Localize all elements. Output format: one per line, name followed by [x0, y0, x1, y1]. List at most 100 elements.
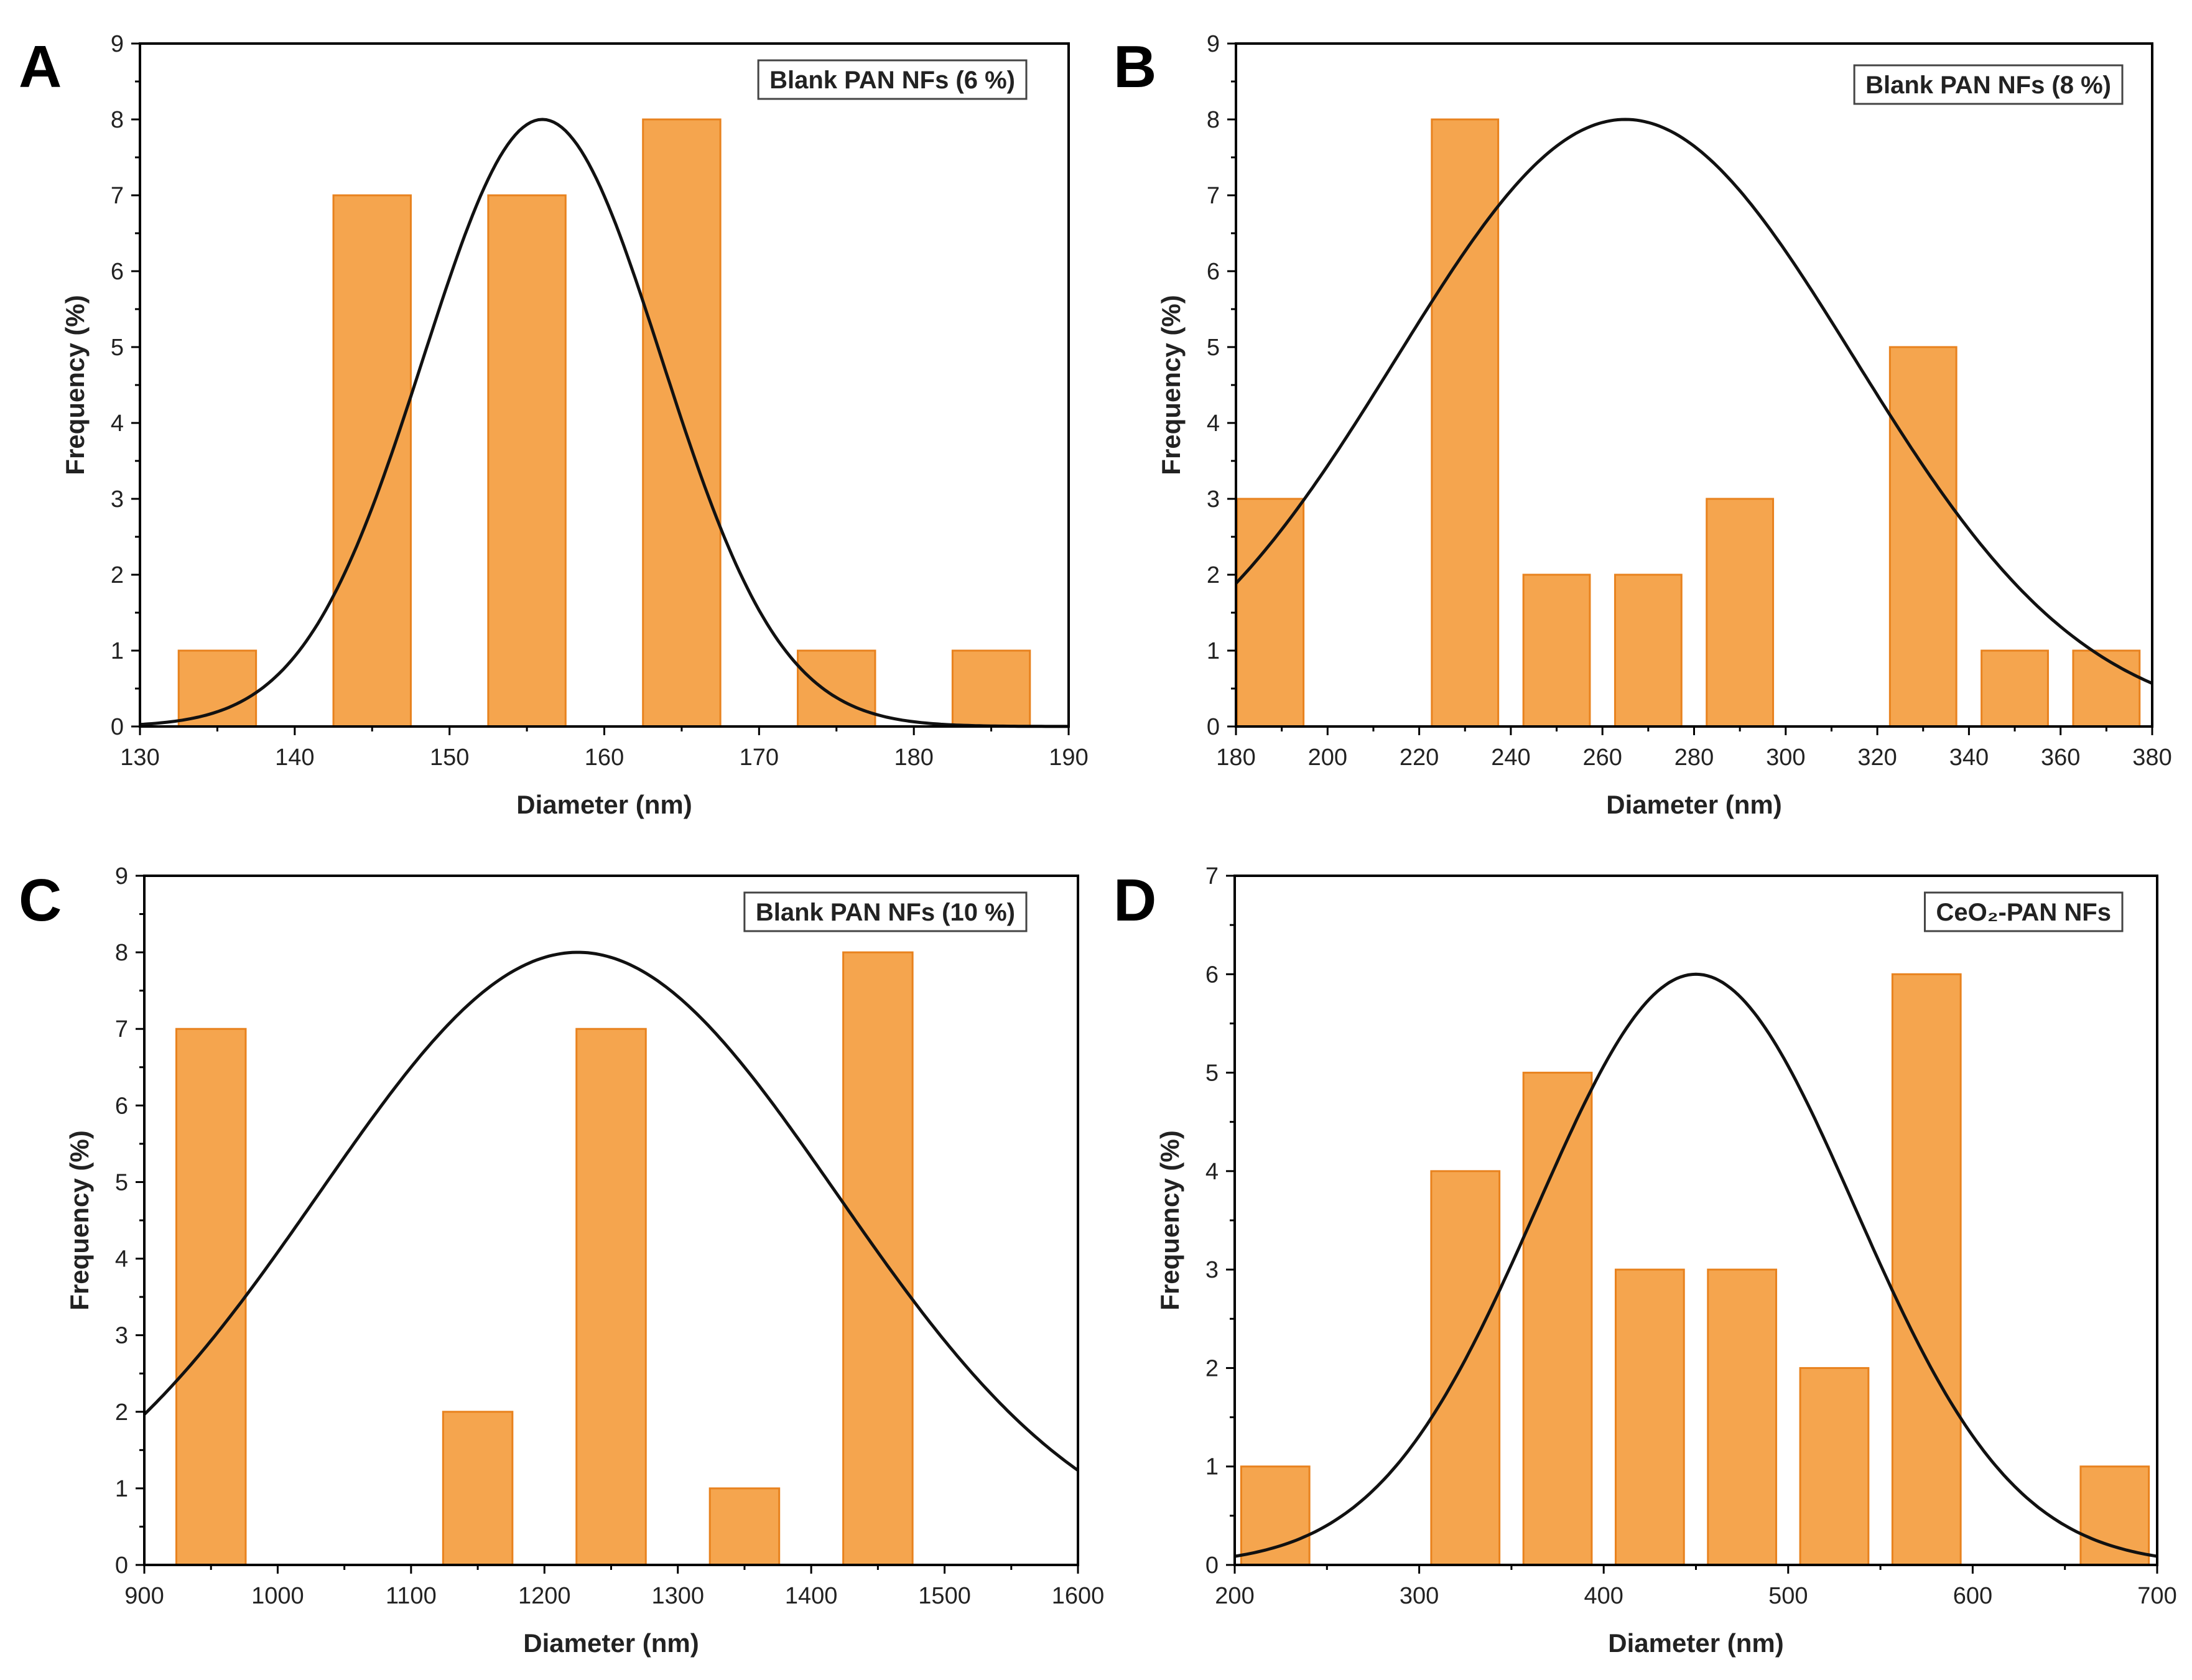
x-axis-title: Diameter (nm) — [1606, 790, 1781, 819]
panel-b: B 180 200 220 240 260 280 300 320 340 360 380 0 1 2 3 4 5… — [1113, 31, 2172, 819]
histogram-bar — [1236, 498, 1305, 728]
y-tick-label: 8 — [111, 107, 124, 133]
y-tick-label: 1 — [111, 638, 124, 664]
histogram-bar — [842, 951, 914, 1566]
x-tick-label: 1000 — [251, 1583, 304, 1609]
y-axis-title: Frequency (%) — [1155, 1130, 1184, 1310]
histogram-bar — [1799, 1367, 1870, 1566]
x-tick-label: 500 — [1768, 1583, 1808, 1609]
y-tick-label: 0 — [1207, 714, 1220, 740]
y-tick-label: 5 — [115, 1169, 128, 1195]
y-tick-label: 8 — [115, 940, 128, 966]
y-tick-label: 4 — [115, 1246, 128, 1273]
histogram-bar — [1888, 346, 1957, 728]
y-tick-label: 2 — [111, 562, 124, 588]
y-axis-title: Frequency (%) — [60, 295, 90, 475]
x-tick-label: 1400 — [785, 1583, 838, 1609]
x-tick-label: 160 — [585, 745, 624, 771]
x-tick-label: 130 — [120, 745, 159, 771]
x-tick-label: 400 — [1584, 1583, 1623, 1609]
gaussian-fit-curve — [139, 118, 1069, 728]
gaussian-fit-curve — [1234, 972, 2158, 1558]
y-tick-label: 5 — [1205, 1060, 1219, 1087]
y-tick-label: 1 — [1207, 638, 1220, 664]
x-tick-label: 320 — [1857, 745, 1897, 771]
legend-box — [1853, 64, 2124, 105]
histogram-bar — [1240, 1465, 1311, 1566]
panel-d: D 200 300 400 500 600 700 0 1 2 3 4 5 6 7 Diameter (nm)… — [1113, 863, 2177, 1658]
y-axis-title: Frequency (%) — [1156, 295, 1186, 475]
histogram-bar — [797, 649, 876, 728]
y-tick-label: 1 — [115, 1476, 128, 1502]
x-tick-label: 380 — [2132, 745, 2171, 771]
histogram-bar — [177, 649, 258, 728]
panel-c: C 900 1000 1100 1200 1300 1400 1500 1600 0 1 2 3 4 5 6 7… — [19, 863, 1104, 1658]
x-axis-title: Diameter (nm) — [1608, 1628, 1783, 1658]
legend-label: CeO₂-PAN NFs — [1936, 899, 2111, 926]
x-tick-label: 900 — [124, 1583, 164, 1609]
y-tick-label: 7 — [1205, 863, 1219, 889]
y-tick-label: 0 — [111, 714, 124, 740]
x-tick-label: 1100 — [386, 1583, 437, 1609]
histogram-bar — [1614, 1268, 1685, 1566]
x-tick-label: 1300 — [651, 1583, 704, 1609]
x-tick-label: 190 — [1049, 745, 1088, 771]
y-tick-label: 3 — [115, 1323, 128, 1349]
x-tick-label: 1600 — [1052, 1583, 1105, 1609]
histogram-bar — [1614, 573, 1683, 728]
y-tick-label: 6 — [1205, 962, 1219, 988]
y-tick-label: 3 — [1205, 1257, 1219, 1283]
x-tick-label: 340 — [1949, 745, 1989, 771]
panel-letter: B — [1113, 34, 1156, 100]
x-tick-label: 1200 — [518, 1583, 571, 1609]
x-tick-label: 220 — [1400, 745, 1439, 771]
panel-letter: D — [1113, 867, 1156, 934]
y-tick-label: 4 — [1207, 411, 1220, 437]
y-tick-label: 0 — [115, 1552, 128, 1579]
x-tick-label: 200 — [1308, 745, 1347, 771]
y-tick-label: 9 — [1207, 31, 1220, 57]
x-tick-label: 260 — [1582, 745, 1622, 771]
histogram-bar — [1706, 498, 1775, 728]
histogram-bar — [2072, 649, 2141, 728]
y-tick-label: 9 — [111, 31, 124, 57]
plot-frame — [1233, 875, 2158, 1566]
y-tick-label: 5 — [1207, 335, 1220, 361]
histogram-bar — [1430, 1170, 1501, 1566]
histogram-bar — [175, 1028, 247, 1566]
y-tick-label: 2 — [1205, 1355, 1219, 1381]
x-tick-label: 170 — [740, 745, 779, 771]
legend-box — [1923, 891, 2124, 932]
histogram-bar — [442, 1411, 514, 1566]
y-tick-label: 1 — [1205, 1454, 1219, 1480]
y-tick-label: 4 — [1205, 1159, 1219, 1185]
y-tick-label: 7 — [1207, 183, 1220, 209]
legend-label: Blank PAN NFs (6 %) — [769, 67, 1015, 94]
x-tick-label: 150 — [430, 745, 469, 771]
histogram-bar — [1522, 573, 1591, 728]
x-tick-label: 280 — [1674, 745, 1714, 771]
histogram-bar — [575, 1028, 647, 1566]
y-tick-label: 3 — [1207, 486, 1220, 513]
gaussian-fit-curve — [1235, 118, 2153, 685]
x-tick-label: 180 — [894, 745, 933, 771]
y-tick-label: 6 — [1207, 259, 1220, 285]
panel-letter: C — [19, 867, 62, 934]
histogram-bar — [951, 649, 1031, 728]
panel-letter: A — [19, 34, 62, 100]
x-tick-label: 180 — [1216, 745, 1255, 771]
y-tick-label: 7 — [115, 1016, 128, 1042]
histogram-bar — [1522, 1072, 1593, 1566]
histogram-bar — [1891, 973, 1962, 1566]
y-tick-label: 5 — [111, 335, 124, 361]
plot-frame — [139, 42, 1070, 728]
y-tick-label: 2 — [1207, 562, 1220, 588]
y-tick-label: 3 — [111, 486, 124, 513]
x-tick-label: 300 — [1766, 745, 1805, 771]
histogram-bar — [2079, 1465, 2150, 1566]
y-tick-label: 6 — [111, 259, 124, 285]
y-tick-label: 9 — [115, 863, 128, 889]
x-axis-title: Diameter (nm) — [516, 790, 692, 819]
x-tick-label: 300 — [1400, 1583, 1439, 1609]
